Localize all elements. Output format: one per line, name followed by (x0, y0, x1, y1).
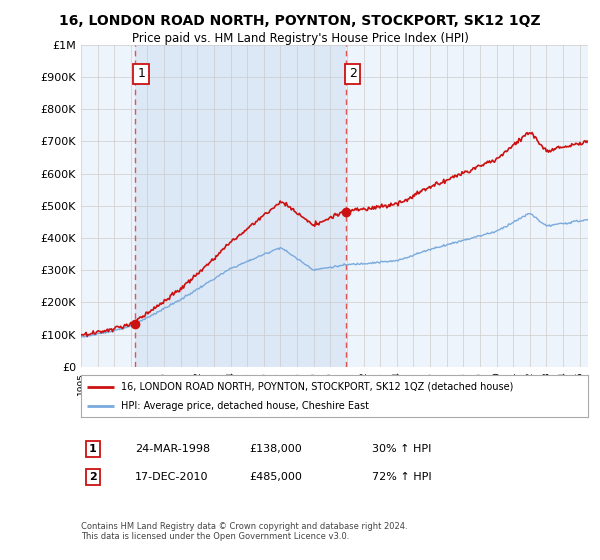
Text: 16, LONDON ROAD NORTH, POYNTON, STOCKPORT, SK12 1QZ: 16, LONDON ROAD NORTH, POYNTON, STOCKPOR… (59, 14, 541, 28)
Bar (134, 45, 346, 367)
Text: 24-MAR-1998: 24-MAR-1998 (135, 444, 210, 454)
Text: 2: 2 (349, 67, 356, 80)
Text: 1: 1 (89, 444, 97, 454)
Text: £138,000: £138,000 (249, 444, 302, 454)
Text: 72% ↑ HPI: 72% ↑ HPI (372, 472, 431, 482)
Text: 17-DEC-2010: 17-DEC-2010 (135, 472, 209, 482)
Text: 30% ↑ HPI: 30% ↑ HPI (372, 444, 431, 454)
Text: Contains HM Land Registry data © Crown copyright and database right 2024.
This d: Contains HM Land Registry data © Crown c… (81, 522, 407, 542)
Text: £485,000: £485,000 (249, 472, 302, 482)
Text: 1: 1 (137, 67, 145, 80)
Text: HPI: Average price, detached house, Cheshire East: HPI: Average price, detached house, Ches… (121, 401, 368, 411)
Text: 2: 2 (89, 472, 97, 482)
Text: 16, LONDON ROAD NORTH, POYNTON, STOCKPORT, SK12 1QZ (detached house): 16, LONDON ROAD NORTH, POYNTON, STOCKPOR… (121, 381, 513, 391)
Text: Price paid vs. HM Land Registry's House Price Index (HPI): Price paid vs. HM Land Registry's House … (131, 32, 469, 45)
